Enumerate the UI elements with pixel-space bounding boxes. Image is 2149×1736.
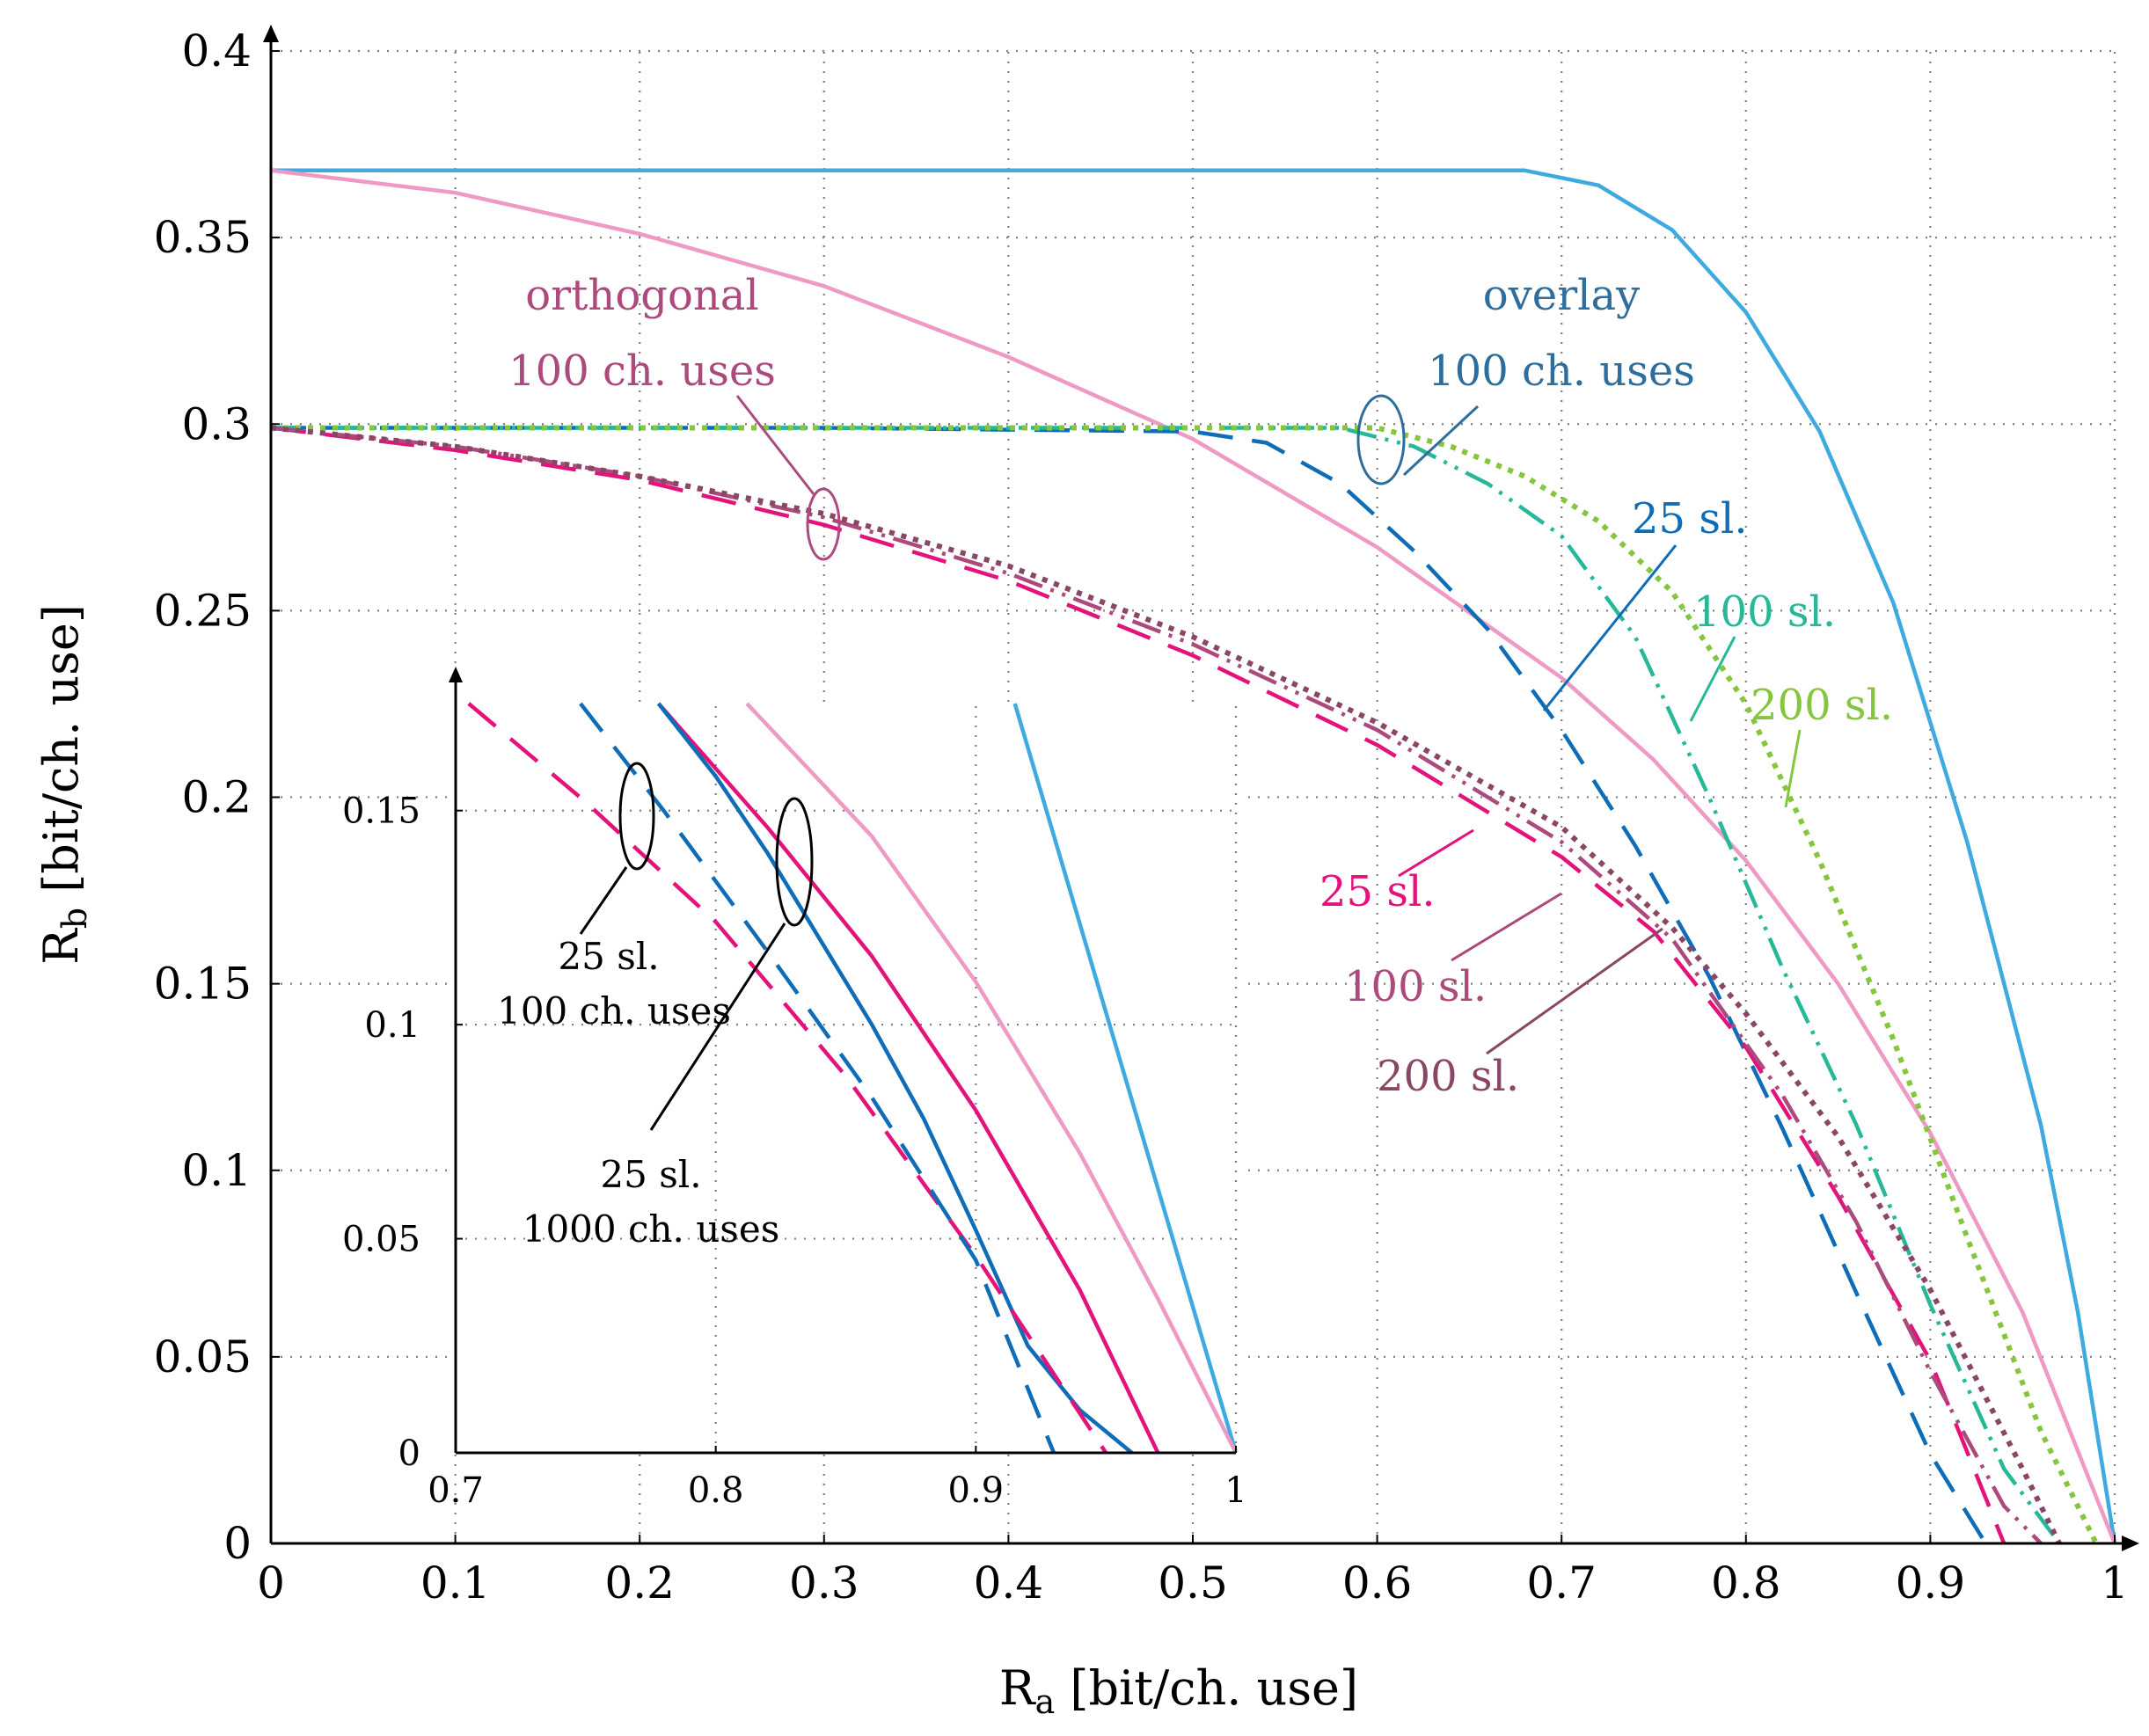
leader-ortho-200 — [1486, 927, 1663, 1055]
label-ortho-25: 25 sl. — [1319, 867, 1436, 916]
main-x-tick-label: 0 — [257, 1557, 285, 1608]
overlay-leader — [1402, 405, 1480, 477]
main-series-orthogonal-25-sl- — [270, 426, 2006, 1544]
main-ticks: 0 0.1 0.2 0.3 0.4 0.5 0.6 0.7 0.8 0.9 1 0 0.05 0.1 0.1… — [154, 26, 2129, 1608]
inset-series — [467, 702, 1239, 1455]
inset-y-tick-label: 0 — [398, 1433, 420, 1474]
main-series-overlay-200-sl- — [271, 425, 2099, 1545]
main-series-overlay-100-sl- — [271, 426, 2061, 1545]
orthogonal-title: orthogonal — [525, 271, 758, 320]
leader-overlay-200 — [1784, 729, 1802, 808]
main-y-tick-label: 0.3 — [181, 398, 252, 449]
inset-ticks: 0.7 0.8 0.9 1 0 0.05 0.1 0.15 — [342, 791, 1247, 1511]
inset-label-25-sl-100: 25 sl. — [558, 935, 659, 978]
inset-series-25-sl-100-ch-uses-overlay — [579, 702, 1056, 1454]
inset-x-tick-label: 1 — [1224, 1470, 1246, 1511]
overlay-subtitle: 100 ch. uses — [1428, 346, 1695, 396]
main-axes — [263, 25, 2139, 1551]
leader-ortho-25 — [1398, 828, 1474, 878]
inset-label-100-ch-uses: 100 ch. uses — [497, 989, 731, 1032]
y-axis-rest: [bit/ch. use] — [33, 604, 89, 908]
x-axis-symbol: R — [999, 1660, 1036, 1716]
main-series-orthogonal-100-sl- — [270, 426, 2043, 1545]
main-series-orthogonal-200-sl- — [270, 425, 2062, 1545]
y-axis-subscript: b — [55, 908, 94, 929]
inset-series-orthogonal-bound — [745, 702, 1239, 1455]
main-x-tick-label: 0.3 — [789, 1557, 859, 1608]
label-overlay-100: 100 sl. — [1693, 587, 1836, 637]
orthogonal-leader — [735, 395, 815, 495]
orthogonal-subtitle: 100 ch. uses — [508, 346, 776, 396]
orthogonal-ellipse — [806, 487, 841, 561]
inset-series-25-sl-1000-ch-uses-overlay — [656, 702, 1134, 1455]
main-y-tick-label: 0.4 — [181, 26, 252, 77]
inset-y-tick-label: 0.1 — [364, 1005, 420, 1046]
inset-leader-100 — [579, 866, 628, 935]
main-x-tick-label: 0.9 — [1896, 1557, 1966, 1608]
inset-series-outer-bound — [1012, 703, 1239, 1454]
main-y-tick-label: 0.15 — [154, 959, 252, 1010]
main-y-tick-label: 0.1 — [181, 1145, 252, 1196]
main-y-tick-label: 0 — [223, 1518, 252, 1569]
x-axis-label: Ra [bit/ch. use] — [999, 1660, 1358, 1721]
x-axis-arrow — [2122, 1535, 2139, 1551]
main-x-tick-label: 0.5 — [1158, 1557, 1228, 1608]
leader-ortho-100 — [1451, 892, 1562, 962]
inset-y-axis-arrow — [449, 667, 463, 682]
overlay-title: overlay — [1483, 271, 1640, 320]
main-series-outer-bound-solid- — [271, 168, 2117, 1544]
inset-series-25-sl-100-ch-uses-orthogonal — [467, 702, 1108, 1455]
main-y-tick-label: 0.2 — [181, 772, 252, 823]
main-x-tick-label: 1 — [2101, 1557, 2129, 1608]
inset-background — [453, 704, 1241, 1451]
main-x-tick-label: 0.6 — [1342, 1557, 1413, 1608]
main-series-overlay-25-sl- — [271, 426, 1988, 1545]
inset: 0.7 0.8 0.9 1 0 0.05 0.1 0.15 25 sl. 100 ch. us… — [342, 667, 1247, 1511]
main-y-tick-label: 0.35 — [154, 212, 252, 263]
main-y-tick-label: 0.05 — [154, 1331, 252, 1382]
inset-ellipse-100 — [618, 762, 655, 871]
main-series — [270, 168, 2117, 1545]
inset-series-25-sl-1000-ch-uses-orthogonal — [656, 702, 1160, 1454]
overlay-ellipse — [1356, 394, 1406, 485]
inset-leader-1000 — [649, 923, 786, 1131]
inset-label-25-sl-1000: 25 sl. — [600, 1153, 701, 1196]
leader-overlay-25 — [1542, 544, 1678, 711]
label-overlay-200: 200 sl. — [1751, 681, 1893, 730]
main-y-tick-label: 0.25 — [154, 585, 252, 636]
x-axis-rest: [bit/ch. use] — [1055, 1660, 1358, 1716]
main-x-tick-label: 0.4 — [974, 1557, 1044, 1608]
inset-x-tick-label: 0.7 — [428, 1470, 484, 1511]
label-overlay-25: 25 sl. — [1632, 494, 1748, 543]
inset-y-tick-label: 0.05 — [342, 1220, 420, 1260]
leader-overlay-100 — [1689, 636, 1736, 722]
y-axis-label: Rb [bit/ch. use] — [33, 604, 94, 965]
inset-ellipse-1000 — [775, 797, 814, 927]
main-x-tick-label: 0.7 — [1526, 1557, 1597, 1608]
inset-x-tick-label: 0.8 — [688, 1470, 744, 1511]
y-axis-symbol: R — [33, 928, 89, 965]
inset-x-tick-label: 0.9 — [948, 1470, 1005, 1511]
label-ortho-100: 100 sl. — [1344, 962, 1487, 1011]
main-x-tick-label: 0.2 — [604, 1557, 675, 1608]
x-axis-subscript: a — [1035, 1682, 1056, 1721]
main-x-tick-label: 0.8 — [1711, 1557, 1781, 1608]
main-x-tick-label: 0.1 — [420, 1557, 491, 1608]
label-ortho-200: 200 sl. — [1377, 1052, 1519, 1101]
inset-y-tick-label: 0.15 — [342, 791, 420, 832]
main-annotations: orthogonal 100 ch. uses overlay 100 ch. … — [508, 271, 1893, 1101]
y-axis-arrow — [263, 25, 279, 42]
inset-label-1000-ch-uses: 1000 ch. uses — [523, 1207, 780, 1251]
